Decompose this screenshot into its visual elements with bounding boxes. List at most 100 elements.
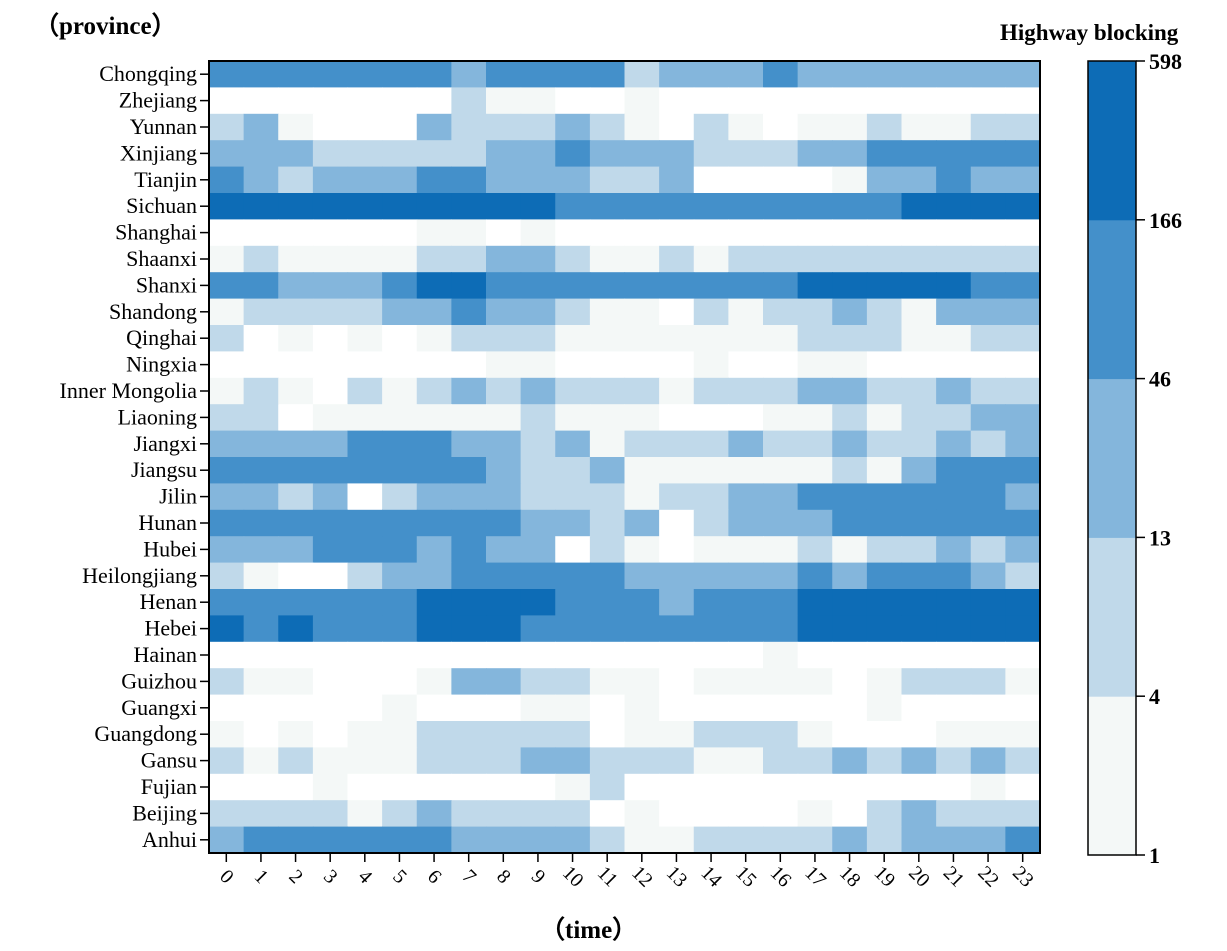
heatmap-cell <box>624 351 660 379</box>
heatmap-cell <box>278 298 314 326</box>
heatmap-cell <box>451 615 487 643</box>
heatmap-cell <box>589 87 626 115</box>
heatmap-cell <box>278 694 314 722</box>
heatmap-cell <box>589 721 626 748</box>
heatmap-cell <box>901 87 937 115</box>
heatmap-cell <box>243 483 279 511</box>
heatmap-cell <box>555 140 591 168</box>
heatmap-cell <box>832 404 868 432</box>
heatmap-cell <box>486 166 522 194</box>
heatmap-cell <box>382 351 418 379</box>
heatmap-cell <box>693 245 729 273</box>
colorbar-segment <box>1088 537 1136 697</box>
heatmap-cell <box>659 272 695 300</box>
heatmap-cell <box>209 325 245 352</box>
heatmap-cell <box>901 166 937 194</box>
heatmap-cell <box>970 325 1006 352</box>
y-tick-label: Chongqing <box>99 61 197 86</box>
heatmap-cell <box>416 245 452 273</box>
heatmap-cell <box>763 87 799 115</box>
heatmap-cell <box>901 589 937 616</box>
heatmap-cell <box>624 668 660 696</box>
heatmap-cell <box>659 404 695 432</box>
heatmap-cell <box>486 615 522 643</box>
heatmap-cell <box>693 166 729 194</box>
heatmap-cell <box>866 483 903 511</box>
heatmap-cell <box>312 87 349 115</box>
heatmap-cell <box>797 615 833 643</box>
heatmap-cell <box>901 430 937 458</box>
heatmap-cell <box>970 430 1006 458</box>
heatmap-cell <box>797 113 833 141</box>
x-axis-title: （time） <box>540 917 638 944</box>
heatmap-cell <box>520 747 556 775</box>
heatmap-cell <box>347 430 383 458</box>
heatmap-cell <box>728 166 764 194</box>
heatmap-cell <box>312 377 349 405</box>
heatmap-cell <box>278 404 314 432</box>
heatmap-cell <box>312 641 349 669</box>
heatmap-cell <box>901 800 937 828</box>
heatmap-cell <box>312 800 349 828</box>
heatmap-cell <box>278 457 314 484</box>
heatmap-cell <box>832 351 868 379</box>
heatmap-cell <box>832 298 868 326</box>
heatmap-cell <box>624 536 660 564</box>
heatmap-cell <box>866 219 903 247</box>
heatmap-cell <box>555 113 591 141</box>
heatmap-cell <box>901 404 937 432</box>
heatmap-cell <box>209 193 245 220</box>
heatmap-cell <box>416 87 452 115</box>
heatmap-cell <box>797 668 833 696</box>
heatmap-cell <box>624 615 660 643</box>
y-axis-title: （province） <box>34 13 177 40</box>
heatmap-cell <box>589 61 626 88</box>
heatmap-cell <box>1005 694 1041 722</box>
heatmap-cell <box>970 404 1006 432</box>
heatmap-cell <box>936 193 972 220</box>
heatmap-cell <box>866 325 903 352</box>
heatmap-cell <box>693 325 729 352</box>
heatmap-cell <box>347 536 383 564</box>
heatmap-cell <box>451 245 487 273</box>
heatmap-cell <box>797 298 833 326</box>
heatmap-cell <box>624 298 660 326</box>
y-tick-label: Shanxi <box>136 272 197 297</box>
heatmap-cell <box>797 800 833 828</box>
heatmap-cell <box>728 298 764 326</box>
heatmap-cell <box>209 166 245 194</box>
colorbar-tick-label: 4 <box>1149 684 1160 709</box>
heatmap-cell <box>312 325 349 352</box>
heatmap-cell <box>555 377 591 405</box>
heatmap-cell <box>486 87 522 115</box>
heatmap-cell <box>451 87 487 115</box>
y-tick-label: Jiangsu <box>131 457 197 482</box>
heatmap-cell <box>763 298 799 326</box>
heatmap-cell <box>382 668 418 696</box>
heatmap-cell <box>659 193 695 220</box>
heatmap-cell <box>1005 87 1041 115</box>
heatmap-cell <box>278 800 314 828</box>
heatmap-cell <box>866 694 903 722</box>
heatmap-cell <box>866 721 903 748</box>
heatmap-cell <box>901 457 937 484</box>
heatmap-cell <box>659 325 695 352</box>
heatmap-cell <box>866 377 903 405</box>
heatmap-cell <box>243 245 279 273</box>
heatmap-cell <box>347 113 383 141</box>
heatmap-cell <box>832 272 868 300</box>
heatmap-cell <box>936 800 972 828</box>
heatmap-cell <box>486 219 522 247</box>
heatmap-cell <box>866 193 903 220</box>
heatmap-cell <box>416 509 452 537</box>
heatmap-cell <box>693 721 729 748</box>
heatmap-cell <box>416 61 452 88</box>
heatmap-cell <box>589 219 626 247</box>
heatmap-cell <box>209 826 245 854</box>
heatmap-cell <box>589 113 626 141</box>
heatmap-cell <box>866 773 903 801</box>
heatmap-cell <box>728 193 764 220</box>
heatmap-cell <box>555 641 591 669</box>
heatmap-cell <box>382 272 418 300</box>
heatmap-cell <box>451 562 487 590</box>
